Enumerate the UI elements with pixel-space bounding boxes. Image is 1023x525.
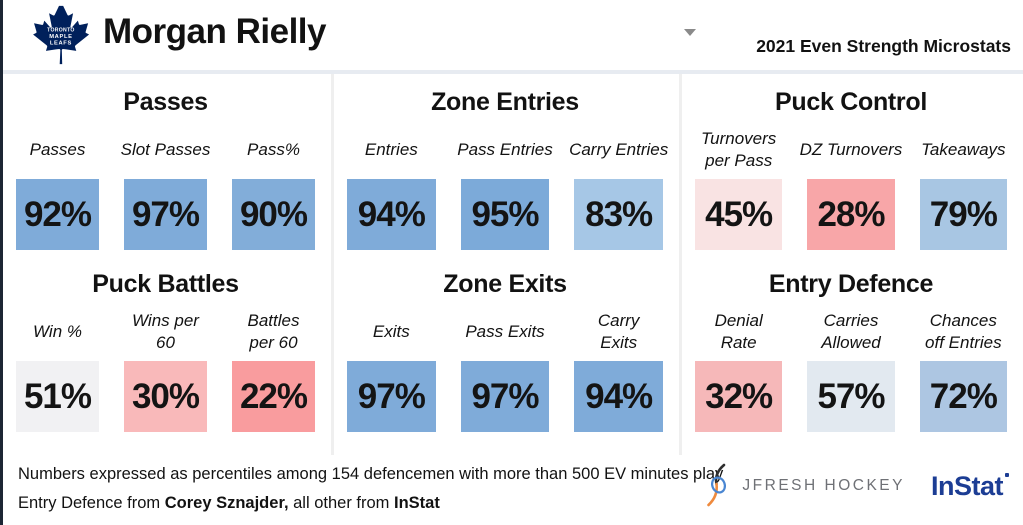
stat-label: Exits <box>372 321 410 341</box>
stat-value: 95% <box>471 194 539 234</box>
stat-value-box: 72% <box>919 361 1007 432</box>
stat-label: Passes <box>29 139 86 159</box>
stat-label: Pass% <box>247 139 300 159</box>
stat-label: Denial Rate <box>714 310 763 352</box>
stat-value: 22% <box>239 376 308 416</box>
section-title: Zone Entries <box>431 88 579 116</box>
stat-value-box: 30% <box>124 361 207 432</box>
section-title: Passes <box>123 88 208 116</box>
stat-label: Slot Passes <box>120 139 211 159</box>
section-title: Zone Exits <box>443 270 567 298</box>
section-puck-control: Puck Control Turnovers per Pass DZ Turno… <box>695 88 1007 250</box>
instat-dot <box>1005 472 1009 477</box>
toronto-maple-leafs-logo: TORONTO MAPLE LEAFS <box>33 5 90 65</box>
stat-value: 83% <box>585 194 653 234</box>
stat-value-box: 90% <box>232 179 315 250</box>
stat-label: Battles per 60 <box>247 310 300 352</box>
section-passes: Passes Passes Slot Passes Pass% 92% 97% … <box>16 88 315 250</box>
stat-label: Takeaways <box>921 139 1006 159</box>
stat-label: Wins per 60 <box>132 310 199 352</box>
footer: Numbers expressed as percentiles among 1… <box>3 455 1023 525</box>
attribution-logos: JFRESH HOCKEY InStat <box>706 463 1009 509</box>
stat-value: 30% <box>131 376 200 416</box>
jfresh-stick-icon <box>707 463 727 507</box>
stat-label: Entries <box>364 139 418 159</box>
jfresh-wordmark: JFRESH HOCKEY <box>742 477 905 494</box>
stat-label: Chances off Entries <box>925 310 1002 352</box>
instat-logo: InStat <box>931 471 1009 502</box>
stat-label: Pass Entries <box>457 139 553 159</box>
column-left: Passes Passes Slot Passes Pass% 92% 97% … <box>3 74 331 455</box>
section-title: Puck Control <box>775 88 927 116</box>
header-divider <box>3 70 1023 74</box>
stat-value: 92% <box>23 194 92 234</box>
footnote-line-2: Entry Defence from Corey Sznajder, all o… <box>18 494 440 512</box>
stat-label: DZ Turnovers <box>799 139 903 159</box>
column-right: Puck Control Turnovers per Pass DZ Turno… <box>679 74 1023 455</box>
stat-value-box: 79% <box>919 179 1007 250</box>
stat-value-box: 22% <box>232 361 315 432</box>
stat-label: Carry Entries <box>569 139 669 159</box>
section-zone-entries: Zone Entries Entries Pass Entries Carry … <box>347 88 668 250</box>
stat-value-box: 32% <box>695 361 783 432</box>
stat-value: 97% <box>471 376 539 416</box>
stat-label: Turnovers per Pass <box>701 128 777 170</box>
stat-value: 28% <box>817 194 885 234</box>
stat-value: 72% <box>929 376 998 416</box>
section-zone-exits: Zone Exits Exits Pass Exits Carry Exits … <box>347 270 663 432</box>
section-puck-battles: Puck Battles Win % Wins per 60 Battles p… <box>16 270 315 432</box>
header: TORONTO MAPLE LEAFS Morgan Rielly 2021 E… <box>3 0 1023 74</box>
stat-value-box: 57% <box>807 361 895 432</box>
stat-value-box: 45% <box>695 179 783 250</box>
stat-value: 94% <box>585 376 653 416</box>
section-title: Entry Defence <box>768 270 934 298</box>
stats-grid: Passes Passes Slot Passes Pass% 92% 97% … <box>3 74 1023 455</box>
section-title: Puck Battles <box>92 270 239 298</box>
stat-value: 32% <box>705 376 773 416</box>
stat-value: 79% <box>929 194 998 234</box>
stat-value-box: 95% <box>460 179 550 250</box>
section-entry-defence: Entry Defence Denial Rate Carries Allowe… <box>695 270 1007 432</box>
stat-value-box: 94% <box>347 179 436 250</box>
stat-value: 90% <box>239 194 308 234</box>
footnote-line-1: Numbers expressed as percentiles among 1… <box>18 465 724 483</box>
chevron-down-icon[interactable] <box>684 29 696 36</box>
stat-value: 97% <box>131 194 200 234</box>
stat-label: Carries Allowed <box>821 310 881 352</box>
stat-value-box: 28% <box>807 179 895 250</box>
stat-label: Win % <box>33 321 82 341</box>
stat-value-box: 97% <box>347 361 436 432</box>
stat-value-box: 97% <box>124 179 207 250</box>
svg-text:TORONTO: TORONTO <box>47 28 75 34</box>
stat-value: 94% <box>357 194 426 234</box>
page-title-player-name: Morgan Rielly <box>103 12 326 51</box>
stat-value: 57% <box>817 376 885 416</box>
stat-value-box: 92% <box>16 179 99 250</box>
stat-value-box: 83% <box>574 179 663 250</box>
stat-value-box: 94% <box>574 361 663 432</box>
svg-text:MAPLE: MAPLE <box>49 34 72 40</box>
stat-value: 97% <box>357 376 426 416</box>
stat-label: Pass Exits <box>465 321 545 341</box>
stat-label: Carry Exits <box>597 310 640 352</box>
jfresh-hockey-logo: JFRESH HOCKEY <box>706 463 905 509</box>
stat-value: 51% <box>23 376 92 416</box>
report-subtitle: 2021 Even Strength Microstats <box>756 36 1011 56</box>
column-middle: Zone Entries Entries Pass Entries Carry … <box>331 74 679 455</box>
stat-value-box: 97% <box>460 361 550 432</box>
svg-text:LEAFS: LEAFS <box>50 40 72 46</box>
stat-value-box: 51% <box>16 361 99 432</box>
footnotes: Numbers expressed as percentiles among 1… <box>18 460 724 518</box>
stat-value: 45% <box>705 194 773 234</box>
